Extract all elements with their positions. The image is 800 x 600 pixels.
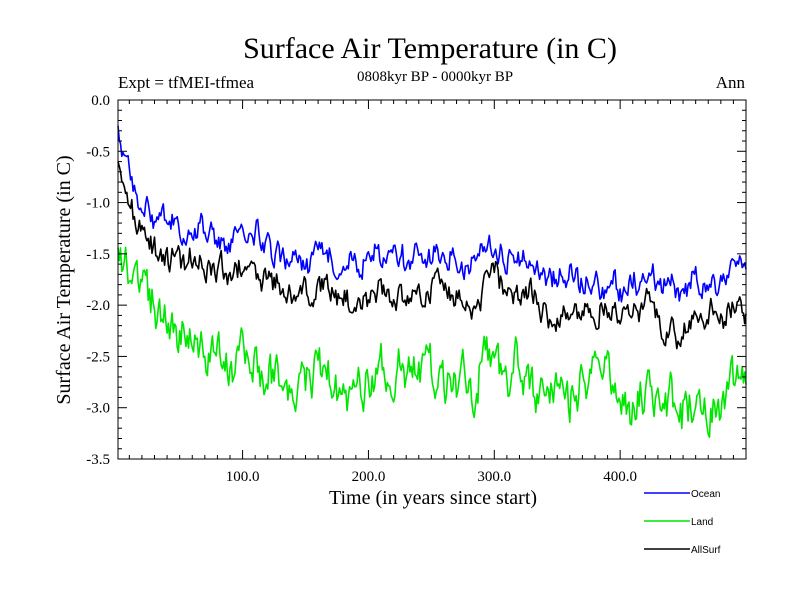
ticks-layer	[118, 99, 746, 460]
series-line-land	[117, 246, 747, 439]
legend-label-land: Land	[691, 517, 713, 528]
x-tick-label: 300.0	[477, 469, 511, 485]
y-tick-label: -2.0	[86, 298, 110, 314]
y-tick-label: -2.5	[86, 349, 110, 365]
x-tick-label: 400.0	[603, 469, 637, 485]
y-axis-label: Surface Air Temperature (in C)	[53, 155, 75, 404]
y-tick-label: -3.5	[86, 452, 110, 468]
series-line-allsurf	[117, 161, 747, 350]
legend: Ocean Land AllSurf	[644, 489, 721, 556]
x-axis-label: Time (in years since start)	[329, 487, 537, 509]
series-line-ocean	[117, 125, 747, 303]
y-tick-labels: 0.0 -0.5 -1.0 -1.5 -2.0 -2.5 -3.0 -3.5	[86, 93, 110, 468]
season-label: Ann	[716, 73, 746, 92]
y-tick-label: -1.0	[86, 196, 110, 212]
plot-frame	[117, 99, 747, 460]
chart-title: Surface Air Temperature (in C)	[243, 32, 617, 65]
y-tick-label: -1.5	[86, 247, 110, 263]
x-tick-label: 100.0	[226, 469, 260, 485]
legend-label-ocean: Ocean	[691, 489, 720, 500]
y-tick-label: -3.0	[86, 401, 110, 417]
plot-area	[117, 99, 747, 460]
x-tick-labels: 100.0 200.0 300.0 400.0	[226, 469, 637, 485]
x-tick-label: 200.0	[352, 469, 386, 485]
y-tick-label: -0.5	[86, 144, 110, 160]
chart-subtitle: 0808kyr BP - 0000kyr BP	[357, 69, 513, 85]
expt-label: Expt = tfMEI-tfmea	[118, 73, 255, 92]
y-tick-label: 0.0	[91, 93, 110, 109]
series-layer	[117, 125, 747, 439]
legend-label-allsurf: AllSurf	[691, 545, 721, 556]
